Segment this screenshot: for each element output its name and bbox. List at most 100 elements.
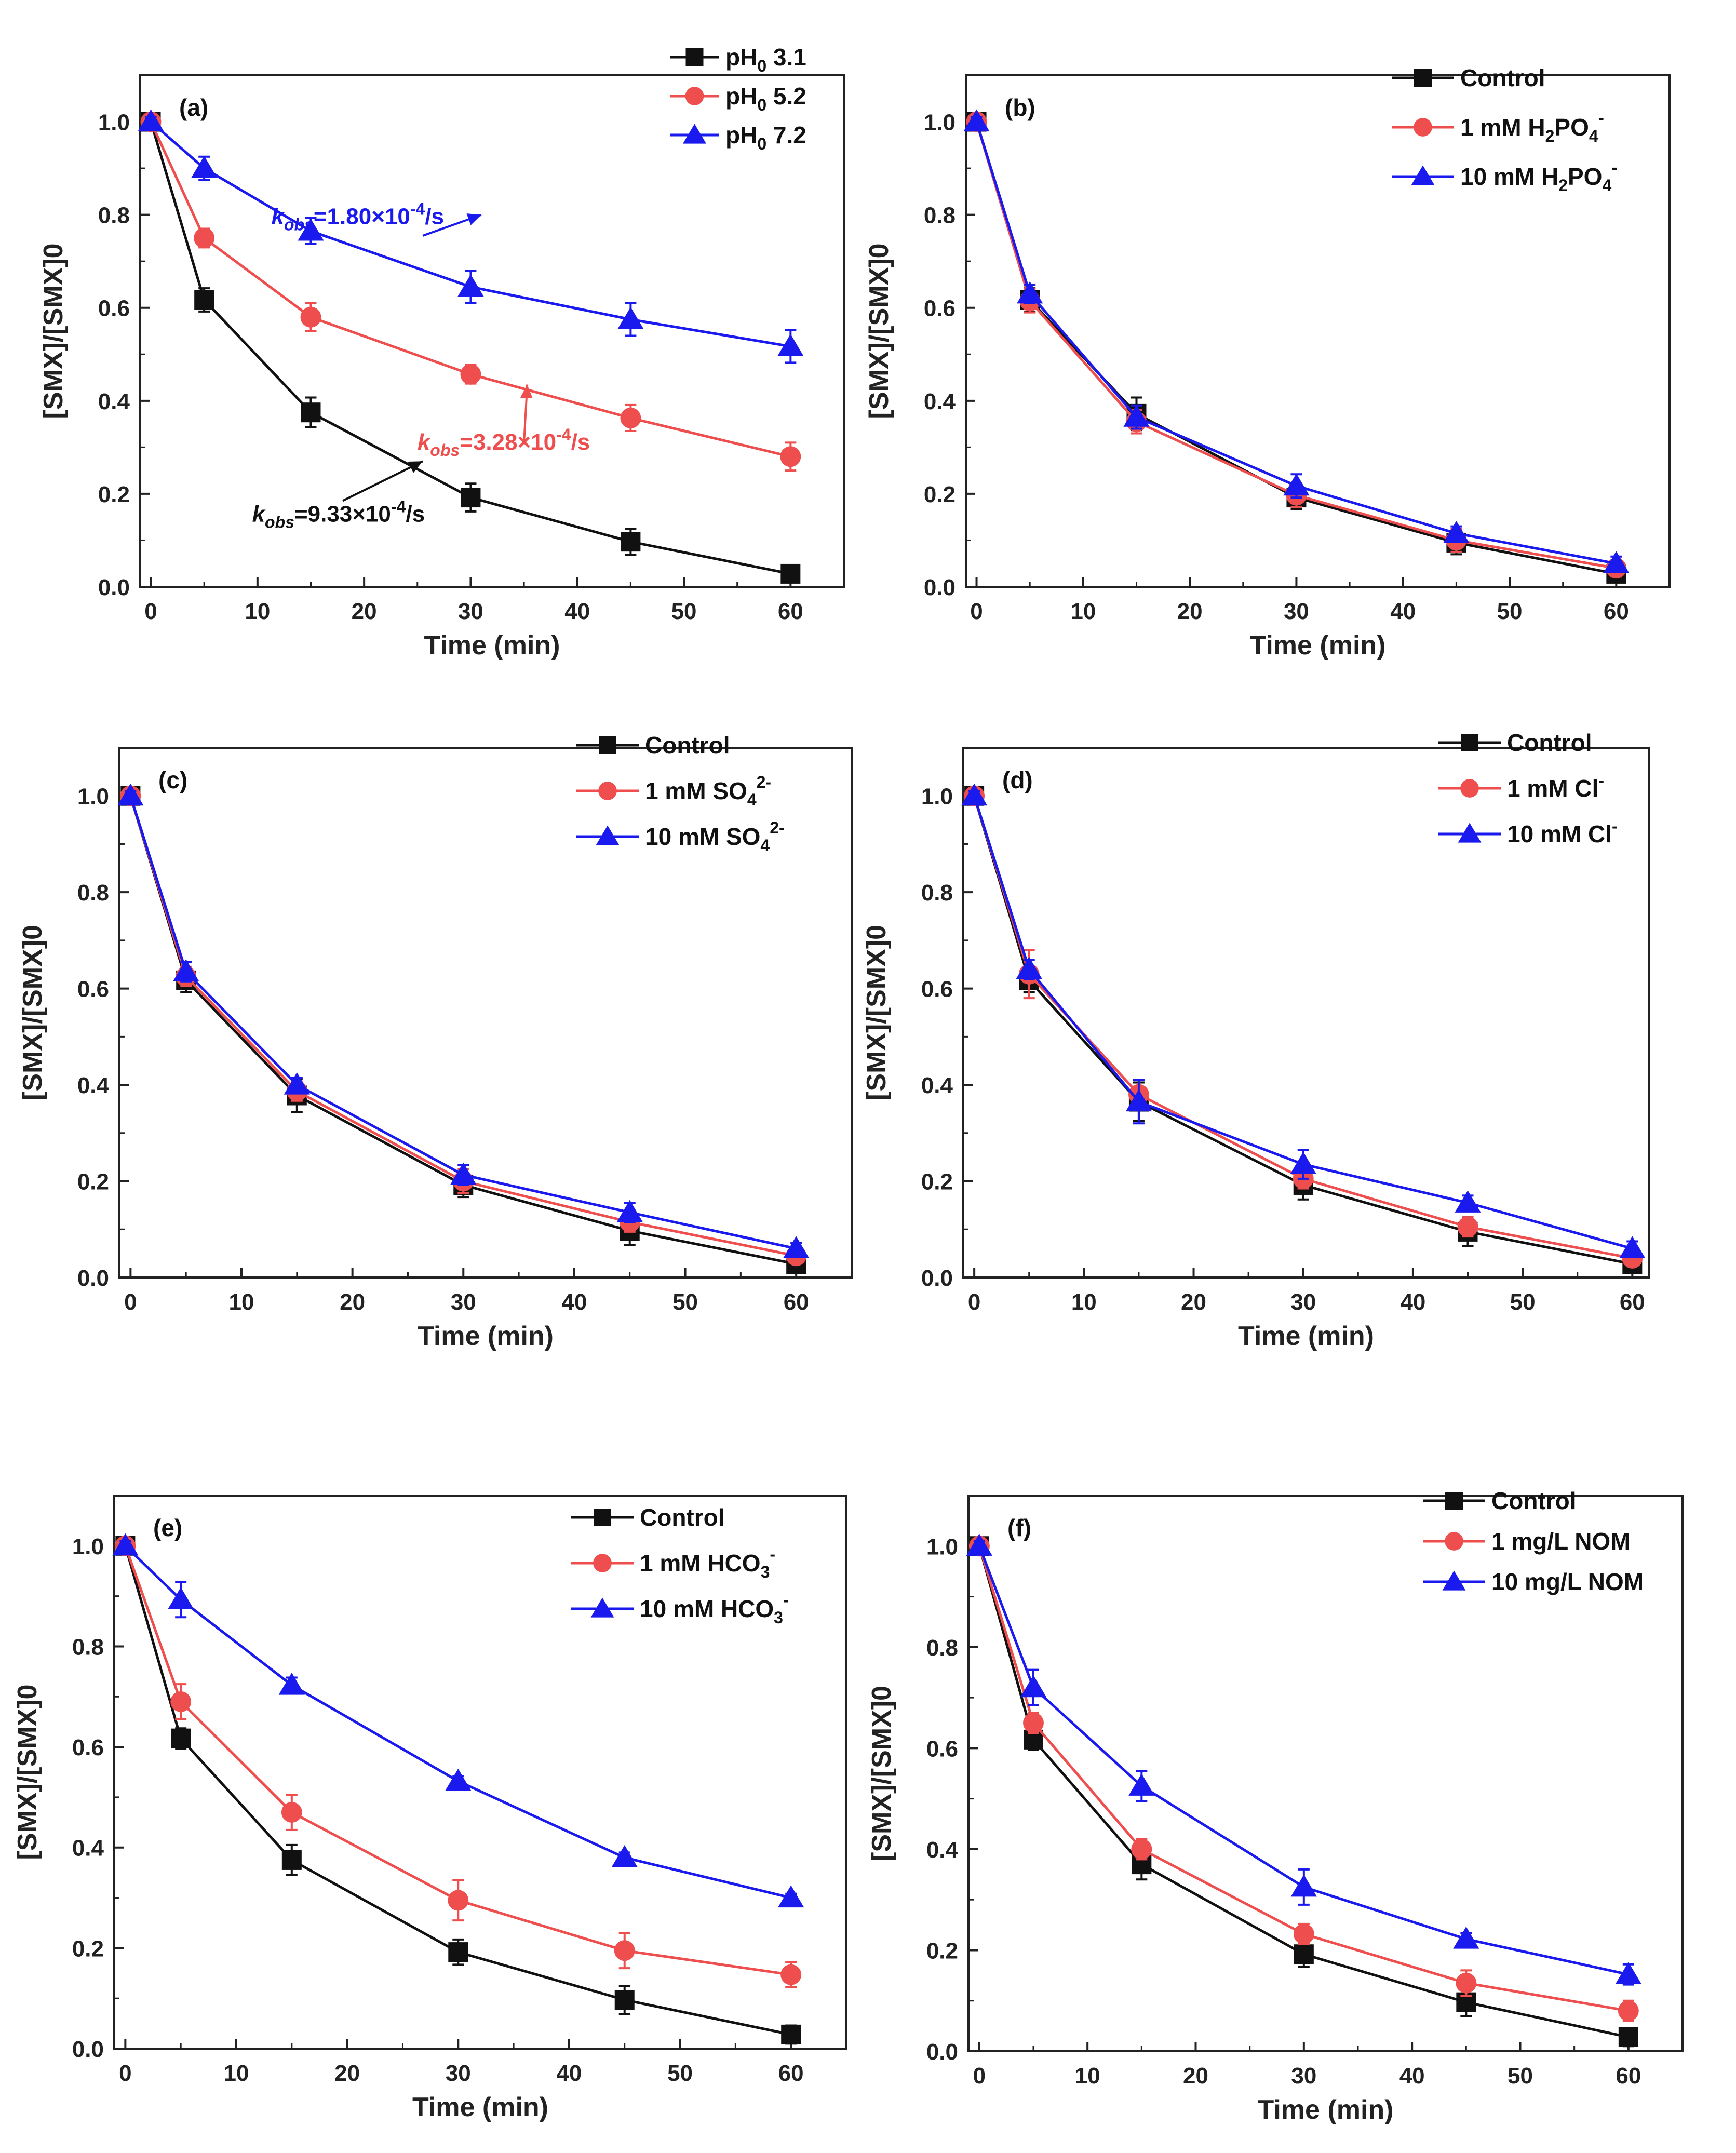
legend-entry: Control [1460, 64, 1545, 91]
data-point [1619, 1236, 1646, 1258]
legend-text-part: 2 [1545, 127, 1555, 145]
series-line [973, 796, 1633, 1266]
annotation-text: kobs=9.33×10-4/s [252, 497, 425, 532]
data-point [457, 274, 484, 297]
y-axis-label: [SMX]/[SMX]0 [38, 244, 69, 419]
panel-b: 0 10 20 30 40 50 60 0.0 0.2 0.4 0.6 0.8 1.0 Time (min… [864, 64, 1671, 661]
annotation-k: k [272, 204, 286, 230]
y-tick-label: 0.0 [77, 1266, 109, 1291]
legend-marker [1460, 779, 1479, 798]
legend-entry: 10 mM Cl- [1507, 817, 1618, 847]
data-point [1294, 1944, 1314, 1964]
legend-text-part: 4 [1589, 127, 1598, 145]
panel-f: 0 10 20 30 40 50 60 0.0 0.2 0.4 0.6 0.8 1.0 Time (min… [867, 1487, 1684, 2125]
series-2 [966, 1533, 1641, 1986]
legend-entry: pH0 5.2 [725, 83, 806, 114]
x-tick-label: 0 [968, 1289, 980, 1315]
legend-text-part: 1 mM HCO [640, 1550, 761, 1577]
annotation-suffix: /s [425, 204, 444, 230]
panel-label: (d) [1002, 766, 1033, 793]
plot-frame [967, 1495, 1684, 2052]
data-point [117, 783, 144, 806]
annotation-arrow-shaft [342, 460, 423, 502]
y-axis-label: [SMX]/[SMX]0 [867, 1686, 897, 1861]
annotation-value: =9.33×10 [294, 502, 391, 527]
data-point [445, 1768, 472, 1791]
data-point [1457, 1216, 1478, 1237]
data-point [168, 1587, 194, 1609]
data-point [1615, 1962, 1641, 1984]
kobs-annotation-blue: kobs=1.80×10-4/s [272, 200, 482, 237]
legend-entry: 1 mM HCO3- [640, 1545, 775, 1581]
y-tick-label: 0.6 [926, 1736, 958, 1761]
y-tick-label: 0.8 [98, 203, 130, 228]
x-tick-label: 40 [564, 599, 590, 624]
legend-entry: 10 mM HCO3- [640, 1591, 789, 1627]
x-tick-label: 10 [224, 2061, 249, 2086]
legend-entry: 1 mM H2PO4- [1460, 109, 1604, 145]
legend-text-part: 10 mM HCO [640, 1595, 774, 1622]
data-point [298, 218, 324, 241]
series-2 [961, 783, 1646, 1258]
legend-entry: 10 mM SO42- [645, 818, 785, 855]
legend-text-part: 2- [757, 773, 771, 791]
legend-text-part: 10 mM H [1460, 163, 1558, 190]
series-line [978, 1545, 1629, 2039]
y-axis-label: [SMX]/[SMX]0 [864, 244, 894, 419]
kobs-annotation-red: kobs=3.28×10-4/s [418, 384, 590, 460]
data-point [777, 334, 804, 356]
legend-entry: 1 mM SO42- [645, 773, 771, 809]
y-tick-label: 0.2 [926, 1938, 958, 1963]
data-point [1125, 1089, 1152, 1112]
data-point [448, 1890, 469, 1911]
data-point [300, 306, 321, 328]
data-point [173, 959, 199, 981]
legend-marker [598, 782, 617, 800]
y-tick-label: 0.6 [77, 977, 109, 1002]
plot-frame [113, 1495, 847, 2050]
legend: Control 1 mg/L NOM 10 mg/L NOM [1423, 1487, 1644, 1595]
series-line [975, 121, 1617, 565]
annotation-sup: -4 [391, 497, 406, 516]
legend-text-part: 7.2 [766, 122, 806, 149]
x-tick-label: 50 [1510, 1289, 1536, 1315]
x-tick-label: 30 [1284, 599, 1309, 624]
data-point [783, 1236, 810, 1258]
legend-entry: Control [640, 1504, 725, 1531]
legend-marker [1442, 1570, 1466, 1591]
y-tick-label: 0.0 [926, 2039, 958, 2065]
x-tick-label: 60 [1616, 2063, 1641, 2089]
legend: Control 1 mM HCO3- 10 mM HCO3- [571, 1504, 789, 1627]
y-tick-label: 0.8 [77, 880, 109, 906]
legend-marker [1414, 69, 1432, 87]
legend-text-part: - [1598, 109, 1604, 128]
annotation-sup: -4 [556, 425, 571, 444]
series-line [978, 1545, 1629, 1976]
legend-marker [1445, 1532, 1463, 1551]
plot-frame [962, 747, 1650, 1279]
legend-entry: 10 mM H2PO4- [1460, 158, 1618, 195]
data-point [460, 364, 481, 385]
data-point [171, 1728, 191, 1748]
plot-frame [965, 74, 1671, 588]
x-axis-label: Time (min) [1238, 1321, 1374, 1351]
y-tick-label: 0.4 [77, 1073, 110, 1098]
legend-text-part: 10 mg/L NOM [1491, 1568, 1644, 1595]
data-point [301, 402, 321, 423]
legend-marker [1461, 734, 1478, 751]
kobs-annotation-black: kobs=9.33×10-4/s [252, 460, 425, 532]
series-2 [117, 783, 810, 1258]
x-tick-label: 40 [1390, 599, 1416, 624]
series-1 [115, 1535, 802, 1988]
x-tick-label: 40 [1399, 2063, 1425, 2089]
series-line [975, 121, 1617, 570]
legend-entry: 1 mM Cl- [1507, 771, 1604, 802]
x-tick-label: 10 [1075, 2063, 1100, 2089]
x-tick-label: 0 [970, 599, 983, 624]
legend-text-part: Control [640, 1504, 725, 1531]
data-point [1603, 551, 1630, 573]
x-tick-label: 60 [778, 2061, 804, 2086]
x-tick-label: 20 [1177, 599, 1203, 624]
